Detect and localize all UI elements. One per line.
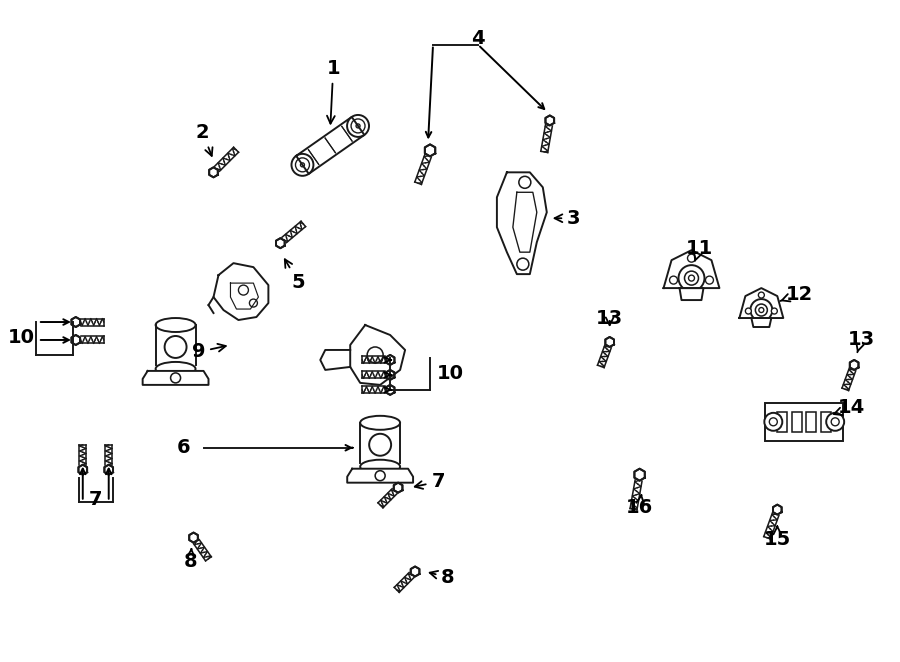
Text: 8: 8 bbox=[429, 568, 454, 587]
Polygon shape bbox=[276, 238, 284, 248]
Text: 13: 13 bbox=[596, 308, 623, 328]
Circle shape bbox=[751, 299, 772, 321]
Text: 9: 9 bbox=[192, 342, 226, 361]
Polygon shape bbox=[850, 360, 859, 370]
Circle shape bbox=[369, 434, 392, 455]
Polygon shape bbox=[386, 385, 394, 395]
Circle shape bbox=[238, 285, 248, 295]
Text: 1: 1 bbox=[327, 59, 340, 124]
Text: 2: 2 bbox=[195, 123, 212, 156]
Bar bbox=[792, 412, 802, 432]
Circle shape bbox=[165, 336, 186, 358]
Text: 7: 7 bbox=[415, 472, 445, 491]
Circle shape bbox=[759, 308, 764, 312]
Text: 15: 15 bbox=[764, 526, 791, 549]
Polygon shape bbox=[634, 469, 644, 481]
Polygon shape bbox=[394, 483, 402, 493]
Text: 16: 16 bbox=[626, 495, 653, 517]
Circle shape bbox=[517, 258, 529, 270]
Polygon shape bbox=[740, 288, 783, 318]
Circle shape bbox=[759, 292, 764, 298]
Polygon shape bbox=[347, 469, 413, 483]
Circle shape bbox=[832, 418, 839, 426]
Circle shape bbox=[292, 154, 313, 176]
Polygon shape bbox=[209, 167, 218, 177]
Text: 4: 4 bbox=[471, 29, 485, 48]
Text: 7: 7 bbox=[89, 490, 103, 509]
Circle shape bbox=[688, 254, 696, 262]
Bar bbox=[778, 412, 788, 432]
Polygon shape bbox=[142, 371, 209, 385]
Bar bbox=[806, 412, 816, 432]
Ellipse shape bbox=[360, 459, 400, 474]
Polygon shape bbox=[78, 465, 87, 475]
Bar bbox=[821, 412, 832, 432]
Circle shape bbox=[679, 265, 705, 291]
Circle shape bbox=[375, 471, 385, 481]
Circle shape bbox=[670, 276, 678, 284]
Polygon shape bbox=[410, 567, 419, 577]
Circle shape bbox=[367, 347, 383, 363]
Circle shape bbox=[685, 271, 698, 285]
Polygon shape bbox=[320, 350, 350, 370]
Text: 8: 8 bbox=[184, 549, 197, 571]
Polygon shape bbox=[663, 250, 719, 288]
Text: 10: 10 bbox=[7, 328, 34, 348]
Text: 10: 10 bbox=[436, 364, 464, 383]
Circle shape bbox=[688, 275, 695, 281]
Polygon shape bbox=[606, 337, 614, 347]
Text: 11: 11 bbox=[686, 239, 713, 261]
Text: 5: 5 bbox=[284, 260, 305, 291]
Circle shape bbox=[347, 115, 369, 137]
Circle shape bbox=[519, 176, 531, 188]
Text: 12: 12 bbox=[780, 285, 813, 304]
Polygon shape bbox=[386, 370, 394, 380]
Ellipse shape bbox=[360, 416, 400, 430]
Circle shape bbox=[745, 308, 751, 314]
Polygon shape bbox=[752, 318, 771, 327]
Circle shape bbox=[764, 413, 782, 431]
Polygon shape bbox=[425, 144, 436, 156]
Polygon shape bbox=[71, 335, 80, 345]
Polygon shape bbox=[773, 504, 781, 514]
Polygon shape bbox=[213, 263, 268, 320]
Polygon shape bbox=[497, 172, 547, 274]
Polygon shape bbox=[386, 355, 394, 365]
Circle shape bbox=[755, 304, 768, 316]
Polygon shape bbox=[680, 288, 704, 300]
Circle shape bbox=[249, 299, 257, 307]
Circle shape bbox=[706, 276, 714, 284]
Text: 13: 13 bbox=[848, 330, 875, 352]
Polygon shape bbox=[189, 532, 198, 543]
Text: 6: 6 bbox=[176, 438, 191, 457]
Circle shape bbox=[171, 373, 181, 383]
Polygon shape bbox=[296, 117, 364, 174]
Circle shape bbox=[770, 418, 778, 426]
Circle shape bbox=[826, 413, 844, 431]
Bar bbox=[765, 403, 843, 441]
Ellipse shape bbox=[156, 362, 195, 376]
Text: 3: 3 bbox=[554, 209, 580, 228]
Circle shape bbox=[771, 308, 778, 314]
Polygon shape bbox=[350, 325, 405, 385]
Text: 14: 14 bbox=[834, 399, 865, 417]
Polygon shape bbox=[545, 115, 554, 125]
Polygon shape bbox=[104, 465, 113, 475]
Ellipse shape bbox=[156, 318, 195, 332]
Polygon shape bbox=[71, 317, 80, 327]
